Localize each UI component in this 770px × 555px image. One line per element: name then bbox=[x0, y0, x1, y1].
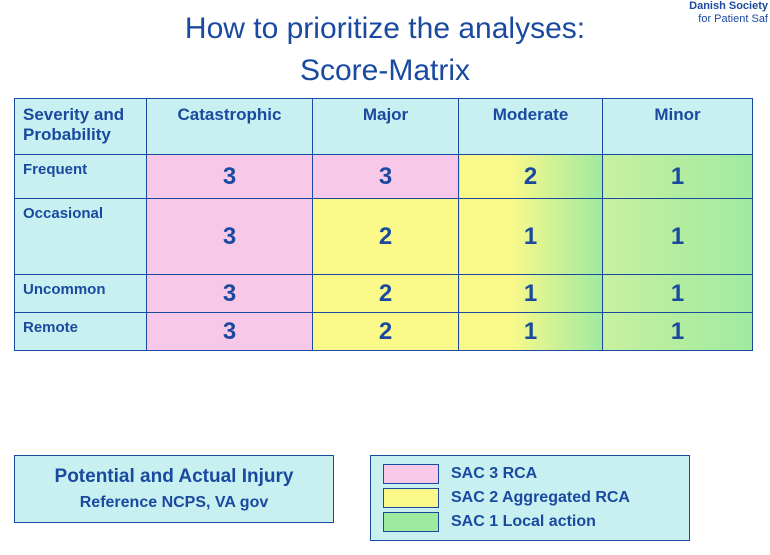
footer: Potential and Actual Injury Reference NC… bbox=[14, 455, 690, 541]
legend-row-2: SAC 1 Local action bbox=[383, 512, 677, 532]
legend-label-1: SAC 2 Aggregated RCA bbox=[451, 489, 630, 507]
title-block: How to prioritize the analyses: Score-Ma… bbox=[0, 0, 770, 98]
score-matrix-table: Severity and ProbabilityCatastrophicMajo… bbox=[14, 98, 753, 351]
col-header-1: Major bbox=[313, 99, 459, 155]
row-label-0: Frequent bbox=[15, 155, 147, 199]
col-header-3: Minor bbox=[603, 99, 753, 155]
table-row: Uncommon3211 bbox=[15, 275, 753, 313]
legend-row-1: SAC 2 Aggregated RCA bbox=[383, 488, 677, 508]
legend-label-2: SAC 1 Local action bbox=[451, 513, 596, 531]
legend-label-0: SAC 3 RCA bbox=[451, 465, 537, 483]
org-line1: Danish Society bbox=[689, 0, 768, 13]
table-row: Occasional3211 bbox=[15, 199, 753, 275]
cell-2-3: 1 bbox=[603, 275, 753, 313]
cell-1-3: 1 bbox=[603, 199, 753, 275]
injury-line2: Reference NCPS, VA gov bbox=[29, 494, 319, 512]
col-header-2: Moderate bbox=[459, 99, 603, 155]
cell-0-2: 2 bbox=[459, 155, 603, 199]
corner-header: Severity and Probability bbox=[15, 99, 147, 155]
cell-1-1: 2 bbox=[313, 199, 459, 275]
row-label-1: Occasional bbox=[15, 199, 147, 275]
legend-swatch-2 bbox=[383, 512, 439, 532]
row-label-3: Remote bbox=[15, 313, 147, 351]
cell-3-1: 2 bbox=[313, 313, 459, 351]
cell-1-2: 1 bbox=[459, 199, 603, 275]
table-row: Remote3211 bbox=[15, 313, 753, 351]
cell-2-0: 3 bbox=[147, 275, 313, 313]
legend-swatch-1 bbox=[383, 488, 439, 508]
row-label-2: Uncommon bbox=[15, 275, 147, 313]
injury-box: Potential and Actual Injury Reference NC… bbox=[14, 455, 334, 523]
title-line1: How to prioritize the analyses: bbox=[0, 8, 770, 50]
cell-3-3: 1 bbox=[603, 313, 753, 351]
cell-2-1: 2 bbox=[313, 275, 459, 313]
cell-0-3: 1 bbox=[603, 155, 753, 199]
cell-3-2: 1 bbox=[459, 313, 603, 351]
col-header-0: Catastrophic bbox=[147, 99, 313, 155]
table-row: Frequent3321 bbox=[15, 155, 753, 199]
org-label: Danish Society for Patient Saf bbox=[689, 0, 770, 26]
legend-swatch-0 bbox=[383, 464, 439, 484]
cell-2-2: 1 bbox=[459, 275, 603, 313]
cell-3-0: 3 bbox=[147, 313, 313, 351]
legend-row-0: SAC 3 RCA bbox=[383, 464, 677, 484]
cell-1-0: 3 bbox=[147, 199, 313, 275]
injury-line1: Potential and Actual Injury bbox=[29, 466, 319, 488]
title-line2: Score-Matrix bbox=[0, 50, 770, 92]
cell-0-0: 3 bbox=[147, 155, 313, 199]
legend-box: SAC 3 RCA SAC 2 Aggregated RCA SAC 1 Local… bbox=[370, 455, 690, 541]
cell-0-1: 3 bbox=[313, 155, 459, 199]
org-line2: for Patient Saf bbox=[689, 13, 768, 26]
